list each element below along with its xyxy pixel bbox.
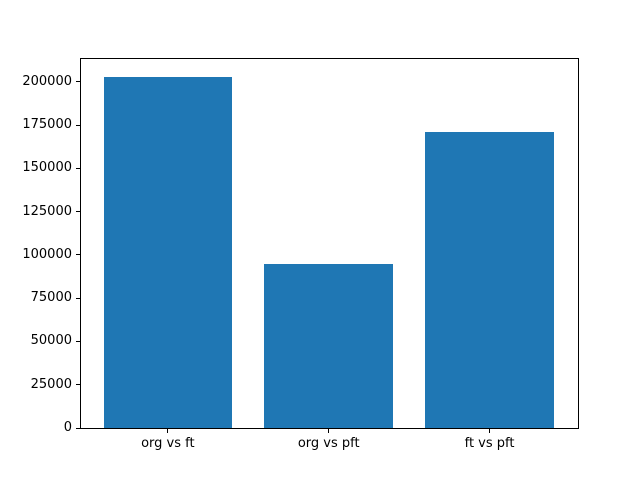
y-axis-tick-label: 125000	[22, 203, 72, 219]
y-axis-tick-mark	[76, 297, 80, 299]
y-axis-tick-label: 50000	[30, 333, 72, 349]
y-axis-tick-label: 25000	[30, 376, 72, 392]
y-axis-tick-mark	[76, 340, 80, 342]
x-axis-tick-mark	[489, 429, 491, 433]
y-axis-tick-label: 75000	[30, 290, 72, 306]
y-axis-tick-label: 0	[63, 420, 72, 435]
x-axis-category-label: org vs ft	[141, 436, 195, 451]
x-axis-category-label: org vs pft	[297, 436, 360, 451]
x-axis-tick-mark	[328, 429, 330, 433]
bar-org-vs-ft	[103, 76, 233, 428]
y-axis-tick-label: 150000	[22, 160, 72, 176]
plot-area: 0 25000 50000 75000 100000 125000 150000 175000…	[22, 58, 579, 451]
y-axis-tick-mark	[76, 81, 80, 83]
y-axis-tick-mark	[76, 167, 80, 169]
y-axis-tick-label: 175000	[22, 117, 72, 133]
y-axis-tick-label: 100000	[22, 246, 72, 262]
y-axis-tick-mark	[76, 427, 80, 429]
y-axis-tick-mark	[76, 124, 80, 126]
bar-org-vs-pft	[264, 264, 394, 428]
bar-ft-vs-pft	[425, 131, 554, 428]
x-axis-category-label: ft vs pft	[464, 436, 515, 451]
y-axis-tick-label: 200000	[22, 73, 72, 89]
y-axis-tick-mark	[76, 254, 80, 256]
y-axis-tick-mark	[76, 211, 80, 213]
x-axis-tick-mark	[167, 429, 169, 433]
y-axis-tick-mark	[76, 384, 80, 386]
